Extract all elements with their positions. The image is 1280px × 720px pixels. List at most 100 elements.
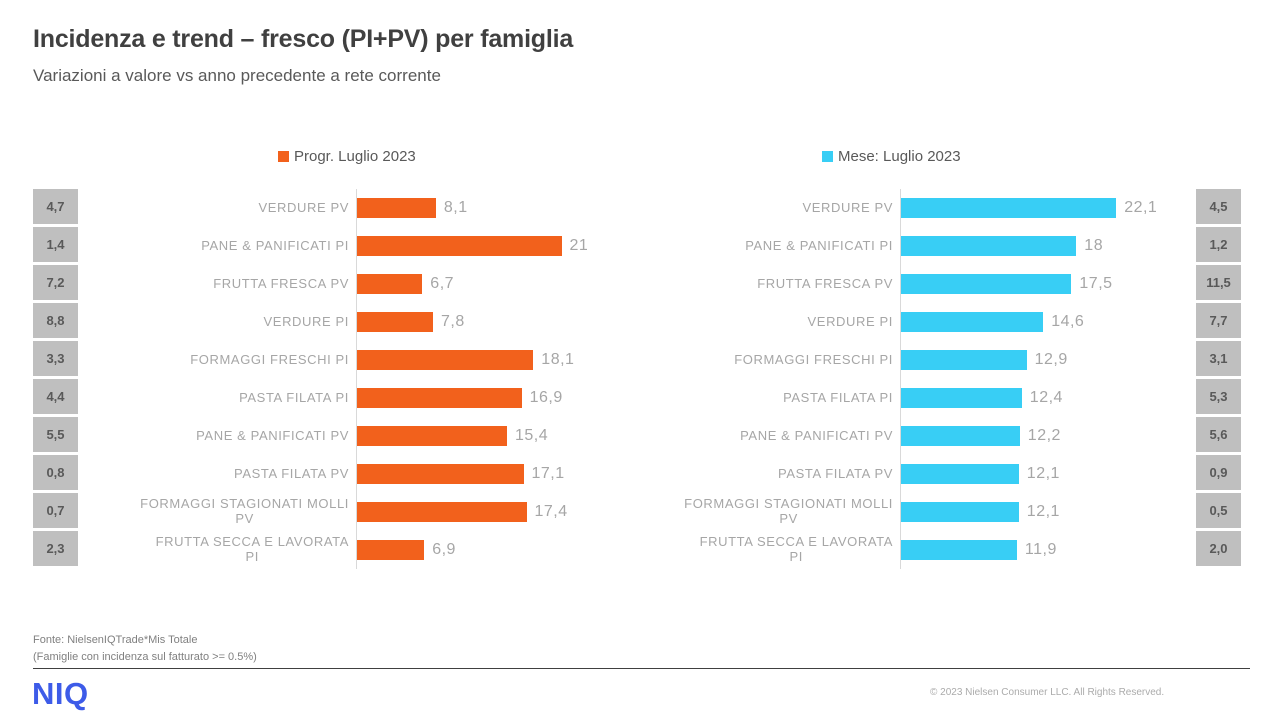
- legend-mese-luglio: Mese: Luglio 2023: [822, 148, 961, 165]
- bar-value-label: 14,6: [1051, 313, 1085, 330]
- bar-value-label: 12,1: [1026, 503, 1060, 520]
- bar-row: 14,6: [901, 303, 1189, 341]
- bar-row: 21: [357, 227, 656, 265]
- category-label: VERDURE PI: [807, 313, 893, 329]
- bar: [901, 388, 1022, 408]
- category-label: VERDURE PV: [258, 199, 349, 215]
- category-label: PASTA FILATA PI: [239, 389, 349, 405]
- bar-row: 8,1: [357, 189, 656, 227]
- category-label: PANE & PANIFICATI PI: [201, 237, 349, 253]
- bar: [901, 236, 1077, 256]
- bar-value-label: 6,7: [430, 275, 455, 292]
- bar-value-label: 6,9: [432, 541, 456, 558]
- bar: [357, 502, 527, 522]
- legend-label: Mese: Luglio 2023: [838, 148, 961, 165]
- category-row: VERDURE PV: [656, 189, 900, 227]
- category-label: PASTA FILATA PI: [783, 389, 893, 405]
- bar-value-label: 11,9: [1024, 541, 1057, 558]
- bar-row: 17,4: [357, 493, 656, 531]
- page-subtitle: Variazioni a valore vs anno precedente a…: [33, 66, 441, 85]
- bar-row: 7,8: [357, 303, 656, 341]
- incidence-value-box: 1,4: [33, 227, 78, 262]
- category-row: PANE & PANIFICATI PI: [78, 227, 356, 265]
- bar-plot-progr: 8,1 21 6,7 7,8 18,1 16,9 15,4 17,1 17,4 6,9: [356, 189, 656, 569]
- category-row: VERDURE PV: [78, 189, 356, 227]
- category-label: PASTA FILATA PV: [234, 465, 349, 481]
- incidence-value-box: 2,3: [33, 531, 78, 566]
- bar-value-label: 17,4: [534, 503, 568, 520]
- category-label: PASTA FILATA PV: [778, 465, 893, 481]
- bar-value-label: 8,1: [443, 199, 468, 216]
- bar-row: 11,9: [901, 531, 1189, 569]
- source-note: Fonte: NielsenIQTrade*Mis Totale (Famigl…: [33, 632, 257, 666]
- incidence-value-box: 4,5: [1196, 189, 1241, 224]
- category-row: FRUTTA FRESCA PV: [656, 265, 900, 303]
- category-row: VERDURE PI: [656, 303, 900, 341]
- category-row: FRUTTA SECCA E LAVORATA PI: [656, 531, 900, 569]
- bar: [901, 502, 1019, 522]
- bar: [901, 464, 1019, 484]
- bar-value-label: 18: [1084, 237, 1104, 254]
- incidence-value-box: 1,2: [1196, 227, 1241, 262]
- legend-swatch-orange-icon: [278, 151, 289, 162]
- category-label: FORMAGGI STAGIONATI MOLLI PV: [684, 496, 893, 526]
- incidence-value-box: 5,6: [1196, 417, 1241, 452]
- incidence-value-box: 3,1: [1196, 341, 1241, 376]
- bar-value-label: 16,9: [529, 389, 563, 406]
- bar-row: 12,9: [901, 341, 1189, 379]
- category-labels-left: VERDURE PV PANE & PANIFICATI PI FRUTTA FRE…: [78, 189, 356, 569]
- incidence-value-box: 8,8: [33, 303, 78, 338]
- category-label: FRUTTA SECCA E LAVORATA PI: [155, 534, 349, 564]
- bar: [357, 236, 562, 256]
- bar: [901, 540, 1017, 560]
- category-label: VERDURE PV: [802, 199, 893, 215]
- category-row: PASTA FILATA PI: [656, 379, 900, 417]
- bar: [357, 388, 522, 408]
- bar-row: 6,9: [357, 531, 656, 569]
- category-label: FORMAGGI FRESCHI PI: [190, 351, 349, 367]
- category-label: FRUTTA FRESCA PV: [213, 275, 349, 291]
- category-label: FORMAGGI FRESCHI PI: [734, 351, 893, 367]
- bar: [901, 350, 1027, 370]
- category-row: FRUTTA SECCA E LAVORATA PI: [78, 531, 356, 569]
- bar-row: 16,9: [357, 379, 656, 417]
- bar: [357, 198, 436, 218]
- bar-value-label: 15,4: [515, 427, 549, 444]
- source-line-1: Fonte: NielsenIQTrade*Mis Totale: [33, 634, 198, 646]
- incidence-value-box: 0,5: [1196, 493, 1241, 528]
- legend-swatch-cyan-icon: [822, 151, 833, 162]
- footer-divider: [33, 668, 1250, 669]
- bar-row: 18,1: [357, 341, 656, 379]
- bar: [357, 274, 423, 294]
- source-line-2: (Famiglie con incidenza sul fatturato >=…: [33, 651, 257, 664]
- incidence-value-box: 2,0: [1196, 531, 1241, 566]
- bar-value-label: 18,1: [541, 351, 575, 368]
- category-label: FORMAGGI STAGIONATI MOLLI PV: [140, 496, 349, 526]
- incidence-value-box: 3,3: [33, 341, 78, 376]
- category-row: PANE & PANIFICATI PI: [656, 227, 900, 265]
- bar-row: 18: [901, 227, 1189, 265]
- bar-plot-mese: 22,1 18 17,5 14,6 12,9 12,4 12,2 12,1 12,1 11,9: [900, 189, 1189, 569]
- bar-value-label: 17,5: [1079, 275, 1113, 292]
- bar-value-label: 7,8: [441, 313, 465, 330]
- bar-row: 17,5: [901, 265, 1189, 303]
- incidence-column-right: 4,5 1,2 11,5 7,7 3,1 5,3 5,6 0,9 0,5 2,0: [1196, 189, 1241, 569]
- bar: [901, 426, 1020, 446]
- category-row: PASTA FILATA PV: [656, 455, 900, 493]
- bar-row: 12,4: [901, 379, 1189, 417]
- category-row: PASTA FILATA PV: [78, 455, 356, 493]
- incidence-column-left: 4,7 1,4 7,2 8,8 3,3 4,4 5,5 0,8 0,7 2,3: [33, 189, 78, 569]
- niq-logo: NIQ: [32, 676, 89, 711]
- bar-value-label: 21: [569, 237, 589, 254]
- bar-row: 22,1: [901, 189, 1189, 227]
- bar-row: 12,1: [901, 493, 1189, 531]
- category-row: FORMAGGI FRESCHI PI: [656, 341, 900, 379]
- category-row: FRUTTA FRESCA PV: [78, 265, 356, 303]
- bar-row: 15,4: [357, 417, 656, 455]
- incidence-value-box: 0,8: [33, 455, 78, 490]
- incidence-value-box: 7,2: [33, 265, 78, 300]
- bar-value-label: 12,9: [1034, 351, 1068, 368]
- category-row: FORMAGGI STAGIONATI MOLLI PV: [656, 493, 900, 531]
- category-label: PANE & PANIFICATI PV: [740, 427, 893, 443]
- legend-label: Progr. Luglio 2023: [294, 148, 416, 165]
